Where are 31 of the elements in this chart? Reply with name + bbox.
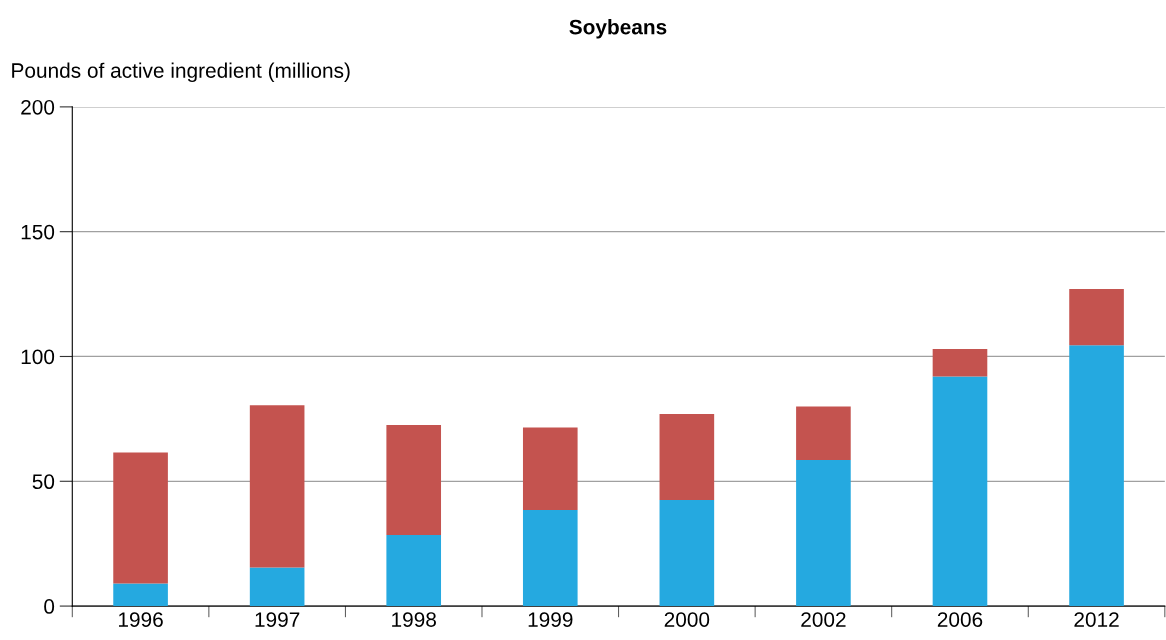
y-tick-label: 100 <box>21 349 55 365</box>
x-tick-label: 2002 <box>801 612 846 627</box>
bar <box>1069 345 1124 607</box>
bar <box>386 534 442 607</box>
bar <box>932 376 988 607</box>
bar <box>796 406 851 461</box>
x-tick-label: 2000 <box>664 612 710 627</box>
bar <box>522 509 578 607</box>
bar <box>659 500 715 607</box>
y-tick-label: 50 <box>32 474 55 490</box>
bar <box>1069 289 1124 346</box>
bar <box>932 348 988 377</box>
bar <box>386 425 442 535</box>
bar <box>249 567 305 607</box>
bar <box>113 583 168 607</box>
bar <box>796 460 851 607</box>
x-tick-label: 1999 <box>528 612 573 627</box>
x-tick-label: 1998 <box>392 612 436 627</box>
y-tick-label: 200 <box>21 99 55 115</box>
bar <box>113 452 168 584</box>
x-tick-label: 1997 <box>255 612 300 627</box>
y-tick-label: 150 <box>21 224 55 240</box>
x-tick-label: 2006 <box>937 612 983 627</box>
bar <box>249 405 305 568</box>
y-tick-label: 0 <box>44 599 55 614</box>
x-tick-label: 1996 <box>118 612 163 627</box>
bar <box>522 427 578 510</box>
x-tick-label: 2012 <box>1074 612 1119 627</box>
bar <box>659 413 715 500</box>
chart-title: Soybeans <box>569 19 667 39</box>
y-axis-title: Pounds of active ingredient (millions) <box>12 62 350 83</box>
